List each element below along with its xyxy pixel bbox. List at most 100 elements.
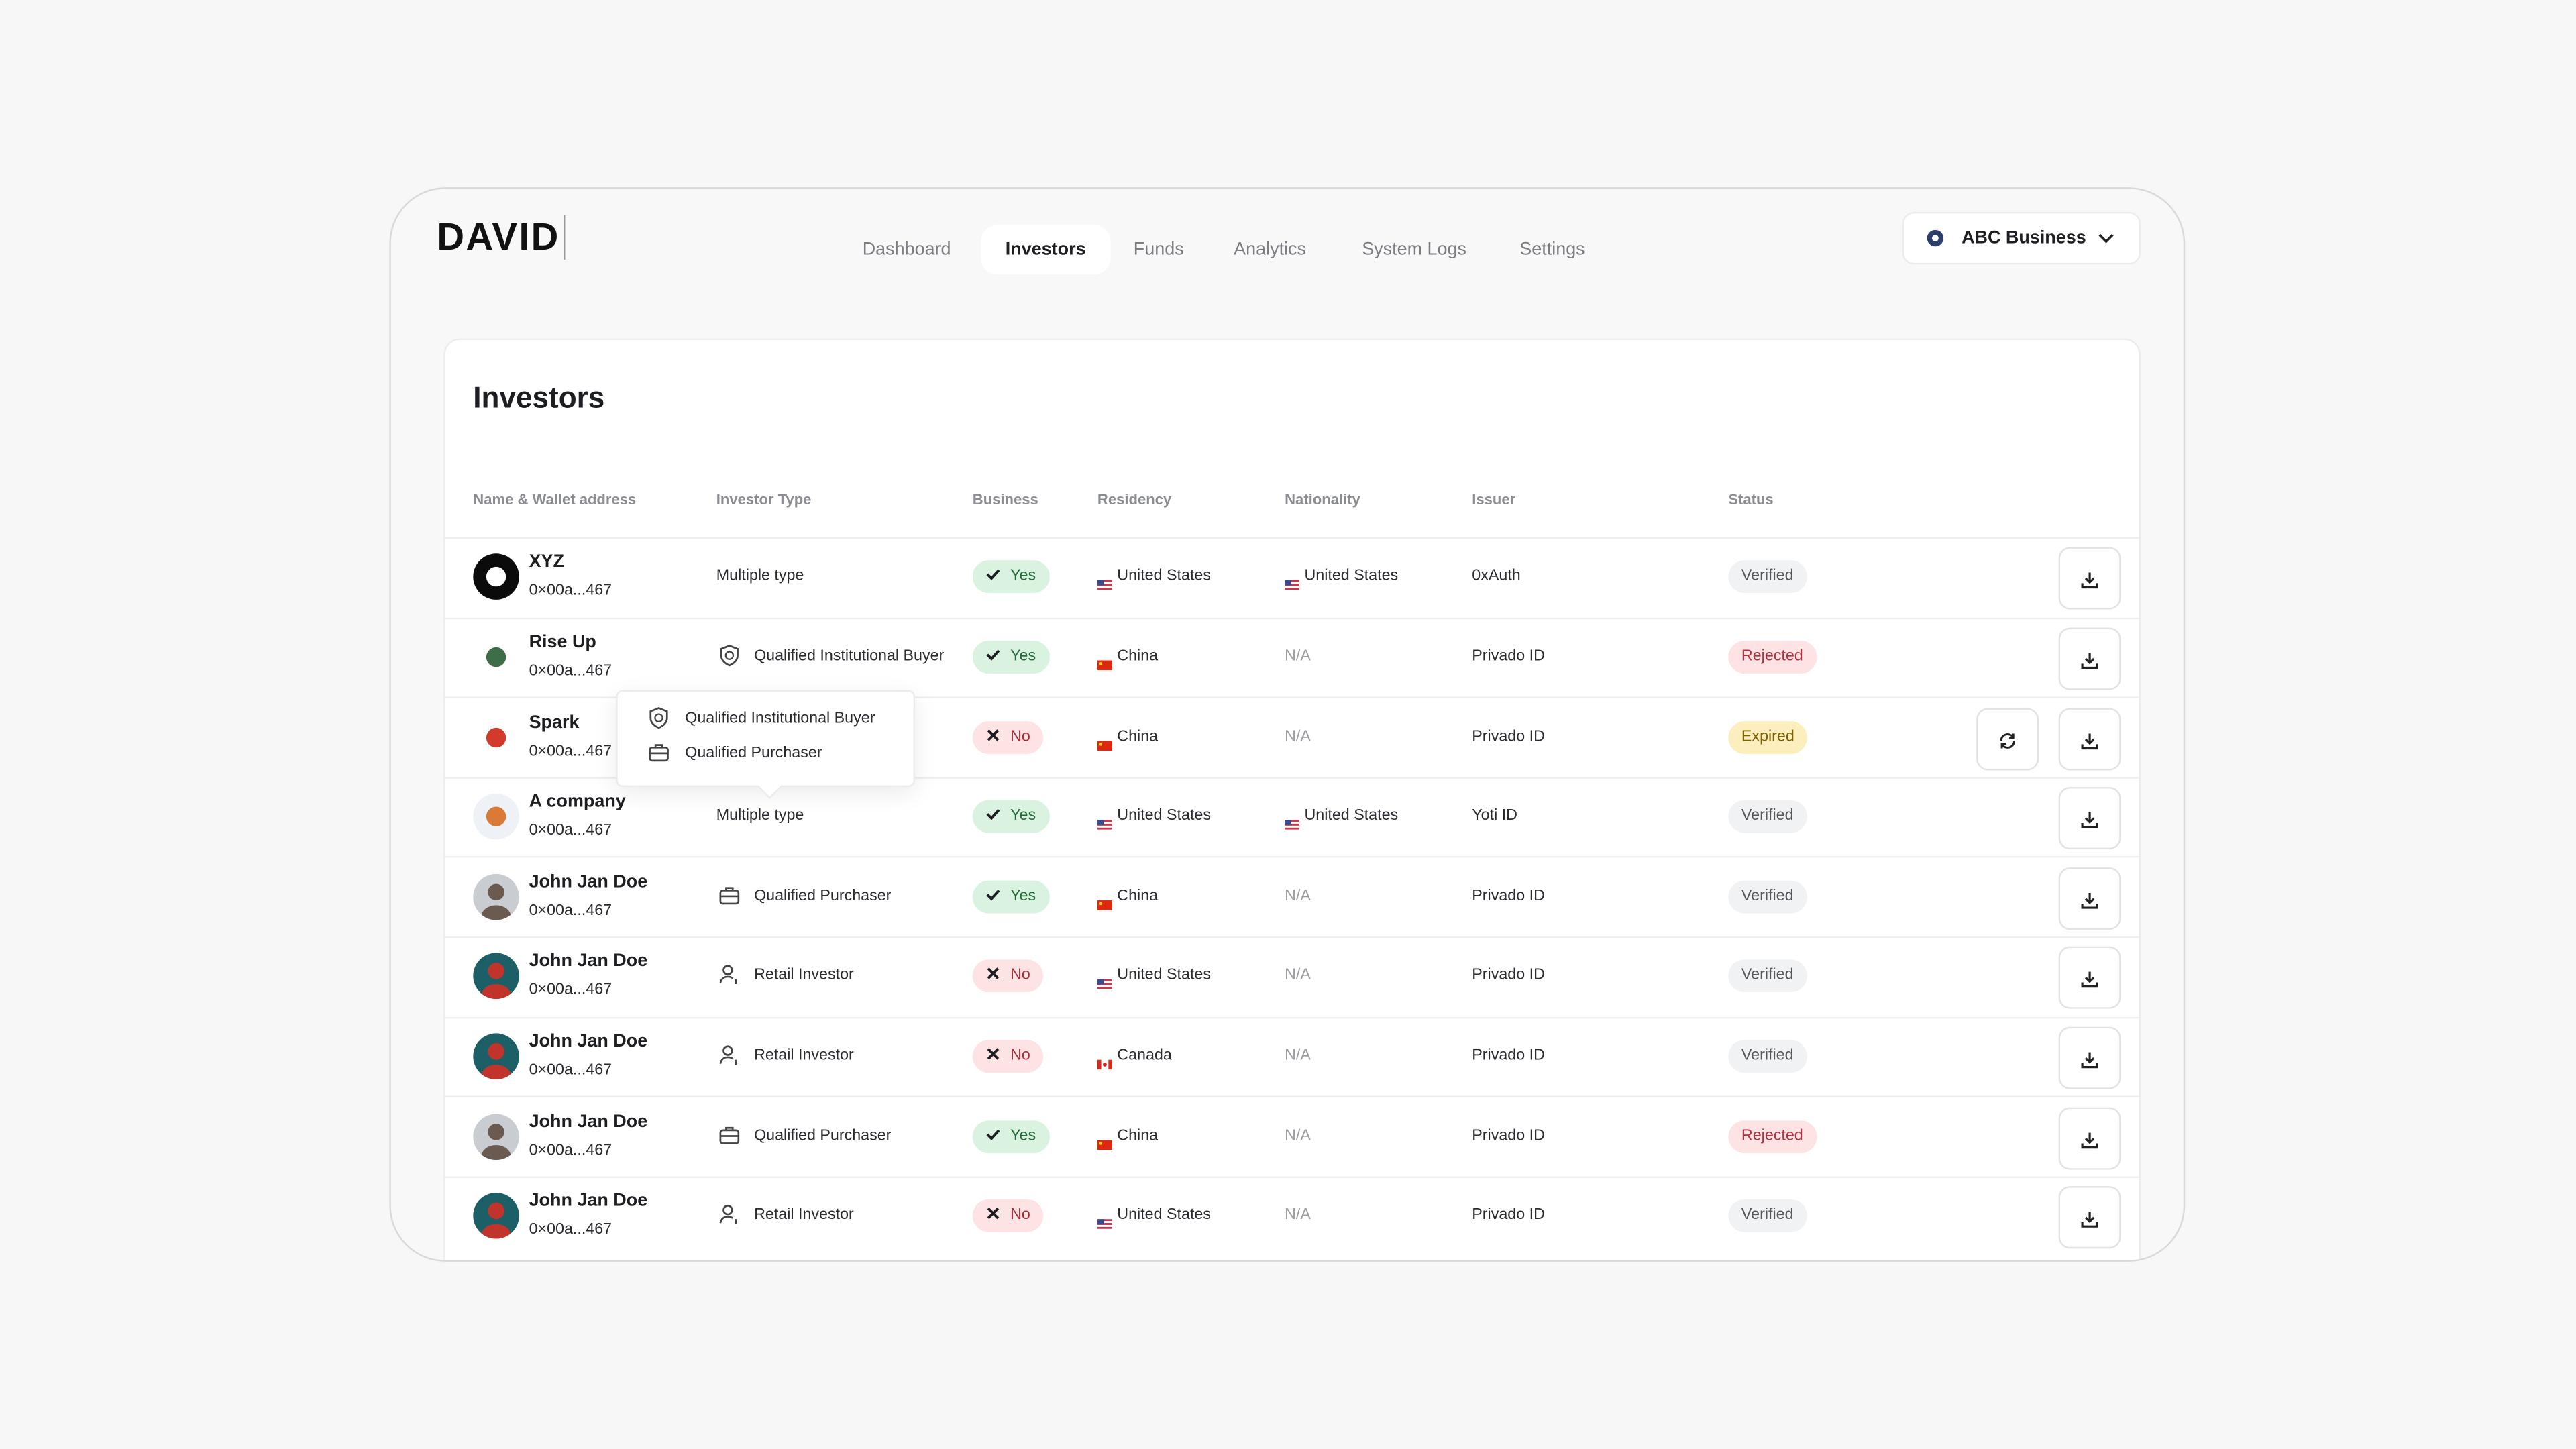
chevron xyxy=(2098,233,2114,244)
nav-item[interactable]: Settings xyxy=(1519,239,1585,260)
business-pill: No xyxy=(972,720,1044,753)
nav-item[interactable]: System Logs xyxy=(1362,239,1466,260)
status-badge: Expired xyxy=(1728,720,1808,753)
nationality: N/A xyxy=(1285,1046,1311,1065)
business-icon xyxy=(986,889,1000,900)
business-value: No xyxy=(1010,966,1030,985)
business-pill: Yes xyxy=(972,1119,1049,1152)
business-value: No xyxy=(1010,1205,1030,1224)
nav-item[interactable]: Investors xyxy=(981,225,1111,274)
residency: China xyxy=(1117,647,1159,665)
issuer: Privado ID xyxy=(1472,886,1545,905)
download-icon xyxy=(2081,573,2098,589)
avatar-art xyxy=(486,647,506,667)
wallet-address: 0×00a...467 xyxy=(529,741,612,760)
investor-type: Retail Investor xyxy=(754,1205,854,1224)
nav-item[interactable]: Analytics xyxy=(1234,239,1307,260)
column-header: Status xyxy=(1728,491,1774,508)
nationality: N/A xyxy=(1285,1126,1311,1144)
download-button[interactable] xyxy=(2058,707,2121,770)
status-badge: Verified xyxy=(1728,879,1807,913)
download-button[interactable] xyxy=(2058,787,2121,850)
account-name: ABC Business xyxy=(1962,228,2086,248)
issuer: Yoti ID xyxy=(1472,806,1517,825)
download-button[interactable] xyxy=(2058,547,2121,610)
refresh-button[interactable] xyxy=(1976,707,2039,770)
wallet-address: 0×00a...467 xyxy=(529,661,612,680)
investor-name: John Jan Doe xyxy=(529,871,648,892)
avatar-art xyxy=(486,567,506,588)
download-icon xyxy=(2081,1132,2098,1148)
investors-card: Investors Name & Wallet address Investor … xyxy=(443,338,2141,1260)
row-divider xyxy=(445,856,2139,859)
flag-icon xyxy=(1097,1139,1112,1150)
investor-type: Qualified Purchaser xyxy=(754,886,892,905)
column-header: Name & Wallet address xyxy=(473,491,637,508)
type-icon xyxy=(718,1123,741,1155)
tooltip-icon xyxy=(647,706,670,738)
download-button[interactable] xyxy=(2058,867,2121,930)
avatar xyxy=(473,953,519,1000)
nationality: N/A xyxy=(1285,727,1311,745)
investor-name: Rise Up xyxy=(529,632,596,652)
briefcase-icon xyxy=(649,744,669,762)
download-button[interactable] xyxy=(2058,1186,2121,1249)
wallet-address: 0×00a...467 xyxy=(529,1061,612,1079)
business-value: Yes xyxy=(1010,886,1036,905)
shield-icon xyxy=(720,644,739,667)
icon-wrap xyxy=(2080,888,2099,918)
download-icon xyxy=(2081,972,2098,988)
business-pill: No xyxy=(972,1039,1044,1073)
wallet-address: 0×00a...467 xyxy=(529,981,612,1000)
business-value: No xyxy=(1010,1046,1030,1065)
avatar xyxy=(473,794,519,840)
investor-type: Retail Investor xyxy=(754,1046,854,1065)
icon-wrap xyxy=(2080,1208,2099,1237)
icon-wrap xyxy=(2080,808,2099,838)
business-icon xyxy=(986,809,1000,820)
investor-type: Qualified Purchaser xyxy=(754,1126,892,1144)
status-badge: Rejected xyxy=(1728,1119,1817,1152)
nav-item[interactable]: Dashboard xyxy=(862,239,951,260)
row-divider xyxy=(445,1175,2139,1178)
investor-name: A company xyxy=(529,792,626,812)
download-button[interactable] xyxy=(2058,1106,2121,1169)
avatar-art xyxy=(481,883,511,920)
flag-icon xyxy=(1097,979,1112,990)
row-divider xyxy=(445,936,2139,938)
type-icon xyxy=(718,883,741,915)
download-button[interactable] xyxy=(2058,947,2121,1010)
icon-wrap xyxy=(2080,569,2099,598)
tooltip-arrow xyxy=(757,773,783,799)
business-value: Yes xyxy=(1010,806,1036,825)
wallet-address: 0×00a...467 xyxy=(529,582,612,600)
tooltip-icon xyxy=(647,741,670,772)
status-badge: Verified xyxy=(1728,959,1807,993)
business-icon xyxy=(987,728,1000,741)
avatar xyxy=(473,554,519,600)
residency-flag xyxy=(1097,1048,1112,1077)
download-button[interactable] xyxy=(2058,1026,2121,1089)
business-pill: Yes xyxy=(972,800,1049,833)
download-button[interactable] xyxy=(2058,627,2121,690)
residency-flag xyxy=(1097,1128,1112,1157)
account-button[interactable]: ABC Business xyxy=(1902,211,2141,265)
download-icon xyxy=(2081,653,2098,669)
column-header: Issuer xyxy=(1472,491,1516,508)
brand: DAVID xyxy=(437,215,566,260)
wallet-address: 0×00a...467 xyxy=(529,1140,612,1159)
download-icon xyxy=(2081,1212,2098,1228)
download-icon xyxy=(2081,812,2098,828)
business-pill: Yes xyxy=(972,640,1049,674)
investor-type: Retail Investor xyxy=(754,966,854,985)
business-value: Yes xyxy=(1010,567,1036,586)
refresh-icon xyxy=(2000,732,2015,748)
nav-item[interactable]: Funds xyxy=(1133,239,1184,260)
avatar-art xyxy=(486,727,506,747)
row-divider xyxy=(445,1016,2139,1018)
row-divider xyxy=(445,1095,2139,1098)
residency: United States xyxy=(1117,567,1212,586)
avatar xyxy=(473,714,519,760)
business-value: Yes xyxy=(1010,1126,1036,1144)
residency-flag xyxy=(1097,569,1112,598)
